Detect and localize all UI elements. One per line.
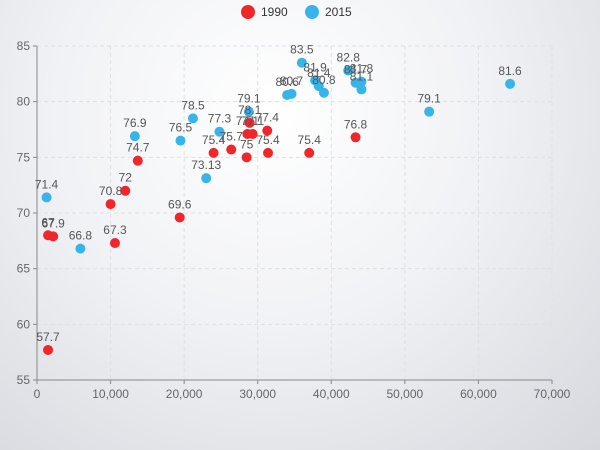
- series-2015-point[interactable]: [175, 135, 186, 146]
- series-2015-point[interactable]: [187, 113, 198, 124]
- series-2015-point[interactable]: [129, 131, 140, 142]
- series-1990-point[interactable]: [48, 231, 59, 242]
- series-2015-data-label: 83.5: [290, 43, 314, 57]
- series-1990-data-label: 75.7: [220, 130, 244, 144]
- x-tick-label: 50,000: [387, 387, 424, 401]
- series-1990-point[interactable]: [105, 199, 116, 210]
- series-1990-point[interactable]: [241, 152, 252, 163]
- series-1990-point[interactable]: [304, 147, 315, 158]
- series-1990-data-label: 78.1: [238, 103, 262, 117]
- series-1990-point[interactable]: [262, 125, 273, 136]
- legend-label: 1990: [261, 5, 288, 19]
- series-2015-point[interactable]: [424, 106, 435, 117]
- series-2015-data-label: 81.4: [307, 66, 331, 80]
- legend[interactable]: 1990 2015: [241, 5, 352, 19]
- series-1990-data-label: 75.4: [298, 133, 322, 147]
- series-2015-point[interactable]: [343, 65, 354, 76]
- series-1990-point[interactable]: [226, 144, 237, 155]
- series-2015-point[interactable]: [286, 88, 297, 99]
- series-2015-data-label: 81.9: [303, 61, 327, 75]
- series-2015-data-label: 77.3: [208, 112, 232, 126]
- series-2015-point[interactable]: [243, 106, 254, 117]
- series-1990-data-label: 57.7: [36, 330, 60, 344]
- series-2015-point[interactable]: [356, 76, 367, 87]
- legend-marker: [241, 5, 255, 19]
- series-2015-data-label: 81.6: [498, 64, 522, 78]
- x-tick-label: 60,000: [460, 387, 497, 401]
- series-1990-data-label: 70.8: [99, 184, 123, 198]
- series-1990-point[interactable]: [247, 128, 258, 139]
- x-tick-label: 0: [34, 387, 41, 401]
- series-1990-point[interactable]: [109, 238, 120, 249]
- series-1990-point[interactable]: [263, 147, 274, 158]
- legend-label: 2015: [325, 5, 352, 19]
- series-2015-point[interactable]: [356, 84, 367, 95]
- y-tick-label: 65: [17, 262, 31, 276]
- series-2015-point[interactable]: [318, 87, 329, 98]
- series-2015-data-label: 71.4: [35, 177, 59, 191]
- series-1990-data-label: 77.1: [241, 114, 265, 128]
- series-1990-point[interactable]: [120, 185, 131, 196]
- series-2015-data-label: 81.8: [350, 62, 374, 76]
- points-layer: [41, 57, 516, 355]
- legend-marker: [305, 5, 319, 19]
- series-2015-data-label: 79.1: [417, 92, 441, 106]
- series-2015-point[interactable]: [505, 78, 516, 89]
- series-1990-data-label: 72: [119, 171, 133, 185]
- series-1990-point[interactable]: [350, 132, 361, 143]
- x-tick-label: 40,000: [313, 387, 350, 401]
- series-1990-point[interactable]: [43, 344, 54, 355]
- series-2015-data-label: 78.5: [181, 98, 205, 112]
- series-1990-data-label: 75: [240, 137, 254, 151]
- series-2015-point[interactable]: [296, 57, 307, 68]
- x-tick-label: 30,000: [239, 387, 276, 401]
- series-2015-data-label: 79.1: [237, 92, 261, 106]
- series-2015-data-label: 81.7: [344, 63, 368, 77]
- x-tick-label: 10,000: [92, 387, 129, 401]
- series-2015-data-label: 76.9: [123, 116, 147, 130]
- series-1990-data-label: 69.6: [168, 197, 192, 211]
- y-tick-label: 80: [17, 95, 31, 109]
- y-tick-label: 60: [17, 317, 31, 331]
- x-tick-label: 70,000: [534, 387, 571, 401]
- series-1990-data-label: 74.7: [126, 141, 150, 155]
- series-2015-point[interactable]: [214, 126, 225, 137]
- series-2015-data-label: 80.8: [312, 73, 336, 87]
- grid-layer: [37, 45, 553, 380]
- legend-item-1990[interactable]: 1990: [241, 5, 288, 19]
- series-2015-data-label: 80.6: [275, 75, 299, 89]
- series-2015-point[interactable]: [75, 243, 86, 254]
- series-2015-data-label: 80.7: [280, 74, 304, 88]
- series-2015-data-label: 81.1: [350, 69, 374, 83]
- series-2015-point[interactable]: [41, 192, 52, 203]
- series-1990-point[interactable]: [244, 117, 255, 128]
- x-tick-label: 20,000: [166, 387, 203, 401]
- series-1990-data-label: 67.9: [42, 216, 66, 230]
- series-1990-data-label: 77.1: [236, 114, 260, 128]
- series-2015-data-label: 66.8: [69, 229, 93, 243]
- y-tick-label: 85: [17, 39, 31, 53]
- series-1990-data-label: 67.3: [103, 223, 127, 237]
- series-1990-data-label: 75.4: [202, 133, 226, 147]
- series-1990-point[interactable]: [208, 147, 219, 158]
- series-1990-point[interactable]: [132, 155, 143, 166]
- y-tick-label: 55: [17, 373, 31, 387]
- legend-item-2015[interactable]: 2015: [305, 5, 352, 19]
- series-2015-data-label: 73.13: [191, 158, 221, 172]
- series-1990-data-label: 67: [41, 215, 55, 229]
- series-1990-data-label: 75.4: [256, 133, 280, 147]
- series-2015-point[interactable]: [201, 173, 212, 184]
- series-1990-data-label: 76.8: [344, 117, 368, 131]
- axes-layer: 55 60 65 70 75 80 85 0 10,000 20,000 30,000 40,000 5…: [17, 39, 571, 401]
- y-tick-label: 70: [17, 206, 31, 220]
- y-tick-label: 75: [17, 150, 31, 164]
- series-1990-data-label: 77.4: [256, 111, 280, 125]
- series-2015-data-label: 76.5: [169, 121, 193, 135]
- series-2015-data-label: 82.8: [337, 50, 361, 64]
- series-1990-point[interactable]: [174, 212, 185, 223]
